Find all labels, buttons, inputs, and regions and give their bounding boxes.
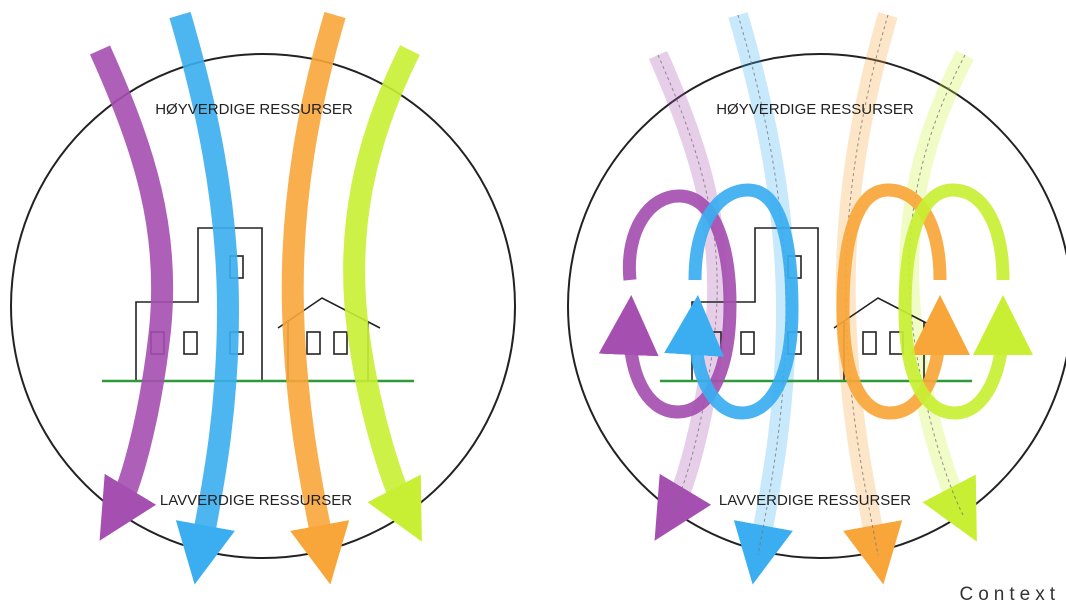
right-top-label: HØYVERDIGE RESSURSER xyxy=(716,101,914,118)
right-faded-flow-arrows xyxy=(648,12,977,585)
right-system-circle xyxy=(567,53,1066,559)
left-flow-arrows xyxy=(89,11,422,585)
left-purple-flow-arrow xyxy=(89,45,174,541)
right-orange-cycle-arrow xyxy=(836,183,970,420)
left-system-circle xyxy=(10,53,516,559)
right-diagram: HØYVERDIGE RESSURSER LAVVERDIGE RESSURSE… xyxy=(567,12,1066,585)
left-blue-flow-arrow xyxy=(169,11,240,585)
context-logo: Context xyxy=(960,584,1060,605)
right-blue-cycle-arrow xyxy=(664,183,799,420)
right-cycle-arrows xyxy=(598,183,1033,420)
left-lime-flow-arrow xyxy=(343,45,422,542)
left-orange-flow-arrow xyxy=(281,11,350,585)
right-lime-cycle-arrow xyxy=(898,183,1033,420)
right-purple-cycle-arrow xyxy=(598,189,737,419)
left-bottom-label: LAVVERDIGE RESSURSER xyxy=(160,492,352,509)
right-bottom-label: LAVVERDIGE RESSURSER xyxy=(719,492,911,509)
left-top-label: HØYVERDIGE RESSURSER xyxy=(155,101,353,118)
left-diagram: HØYVERDIGE RESSURSER LAVVERDIGE RESSURSE… xyxy=(10,11,516,585)
right-blue-faded-arrow xyxy=(728,12,797,585)
right-purple-faded-arrow xyxy=(648,50,728,541)
right-orange-faded-arrow xyxy=(835,12,903,585)
